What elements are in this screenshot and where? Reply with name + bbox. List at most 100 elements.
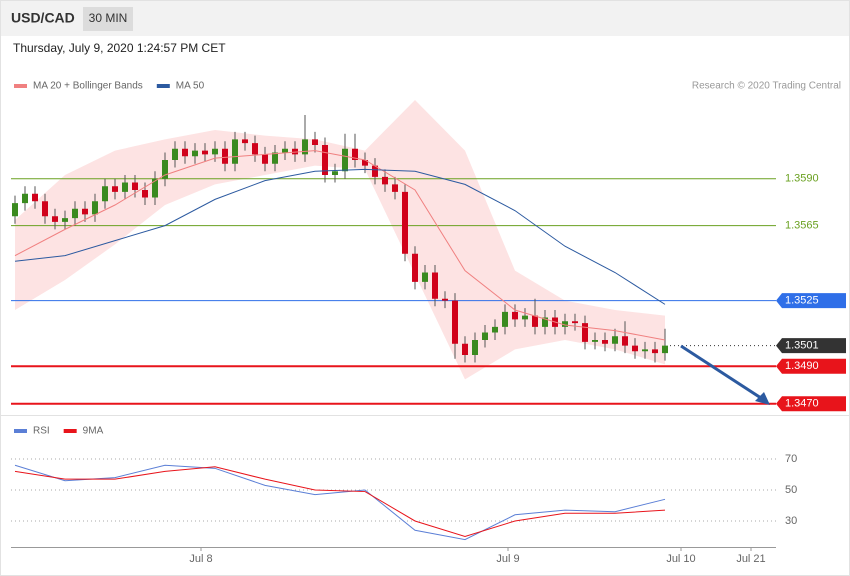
candle-body — [582, 323, 588, 342]
level-label: 1.3501 — [785, 340, 819, 352]
candle-body — [422, 272, 428, 282]
candle-body — [592, 340, 598, 342]
candle-body — [112, 186, 118, 192]
candle-body — [252, 143, 258, 155]
bollinger-band — [15, 100, 665, 380]
level-label-box — [776, 338, 846, 354]
plots: MA 20 + Bollinger Bands MA 50 1.3590 1.3565… — [11, 81, 846, 565]
candle-body — [632, 345, 638, 352]
candle-body — [442, 298, 448, 301]
candle-body — [282, 148, 288, 153]
candle-body — [462, 343, 468, 355]
candle-body — [212, 148, 218, 155]
candle-body — [102, 186, 108, 202]
level-label: 1.3565 — [785, 220, 819, 232]
candle-body — [142, 190, 148, 198]
datetime: Thursday, July 9, 2020 1:24:57 PM CET — [13, 41, 226, 55]
candle-body — [372, 165, 378, 177]
candle-body — [542, 317, 548, 327]
candle-body — [532, 315, 538, 327]
legend-label: MA 50 — [176, 81, 205, 92]
candle-body — [192, 150, 198, 157]
candle-body — [522, 315, 528, 320]
candle-body — [32, 193, 38, 202]
candle-body — [642, 349, 648, 352]
candle-body — [72, 208, 78, 219]
candle-body — [612, 336, 618, 344]
series-line — [14, 464, 666, 541]
candle-body — [382, 176, 388, 185]
candle-body — [22, 193, 28, 204]
candle-body — [52, 216, 58, 222]
level-label-box — [776, 293, 846, 309]
candle-body — [62, 218, 68, 222]
candle-body — [232, 139, 238, 164]
candle-body — [622, 336, 628, 346]
level-label: 1.3590 — [785, 173, 819, 185]
candle-body — [572, 321, 578, 324]
candle-body — [242, 139, 248, 144]
forecast-arrow — [680, 344, 765, 402]
legend-label: 9MA — [83, 426, 104, 437]
level-label: 1.3470 — [785, 398, 819, 410]
candle-body — [302, 139, 308, 155]
candle-body — [12, 203, 18, 217]
candle-body — [82, 208, 88, 215]
ma50-line — [14, 168, 666, 305]
y-tick-label: 30 — [785, 515, 797, 527]
candle-body — [342, 148, 348, 172]
header-bar — [1, 1, 849, 36]
symbol: USD/CAD — [11, 10, 75, 26]
candle-body — [362, 160, 368, 166]
candle-body — [352, 148, 358, 160]
candle-body — [492, 326, 498, 333]
candle-body — [122, 182, 128, 192]
series-line — [14, 466, 666, 538]
candle-body — [662, 345, 668, 354]
candle-body — [412, 253, 418, 282]
x-tick-label: Jul 8 — [189, 553, 212, 565]
x-tick-label: Jul 9 — [496, 553, 519, 565]
candle-body — [272, 152, 278, 164]
x-tick-label: Jul 21 — [736, 553, 765, 565]
candle-body — [602, 340, 608, 344]
candle-body — [562, 321, 568, 327]
candle-body — [322, 145, 328, 175]
legend-swatch — [14, 429, 27, 433]
candle-body — [162, 160, 168, 179]
candle-body — [402, 191, 408, 254]
level-label-box — [776, 396, 846, 412]
candle-body — [332, 171, 338, 175]
ma20-line — [14, 150, 666, 341]
candle-body — [172, 148, 178, 160]
level-label: 1.3490 — [785, 360, 819, 372]
candle-body — [152, 178, 158, 198]
candle-body — [502, 311, 508, 327]
y-tick-label: 70 — [785, 453, 797, 465]
legend-swatch — [156, 84, 170, 88]
candle-body — [262, 154, 268, 164]
candle-body — [42, 201, 48, 217]
legend-label: MA 20 + Bollinger Bands — [33, 81, 143, 92]
source: Research © 2020 Trading Central — [692, 81, 841, 92]
timeframe: 30 MIN — [89, 11, 128, 25]
forecast-arrow-head — [755, 392, 770, 405]
candle-body — [222, 148, 228, 164]
level-label-box — [776, 358, 846, 374]
candle-body — [182, 148, 188, 157]
legend-swatch — [14, 84, 27, 88]
candle-body — [292, 148, 298, 155]
candle-body — [472, 340, 478, 355]
candle-body — [652, 349, 658, 354]
candle-body — [432, 272, 438, 299]
timeframe-box — [83, 7, 133, 31]
candle-body — [312, 139, 318, 145]
legend-swatch — [63, 429, 77, 433]
level-label: 1.3525 — [785, 295, 819, 307]
candle-body — [92, 201, 98, 215]
candle-body — [482, 332, 488, 340]
candle-body — [452, 300, 458, 344]
x-tick-label: Jul 10 — [666, 553, 695, 565]
